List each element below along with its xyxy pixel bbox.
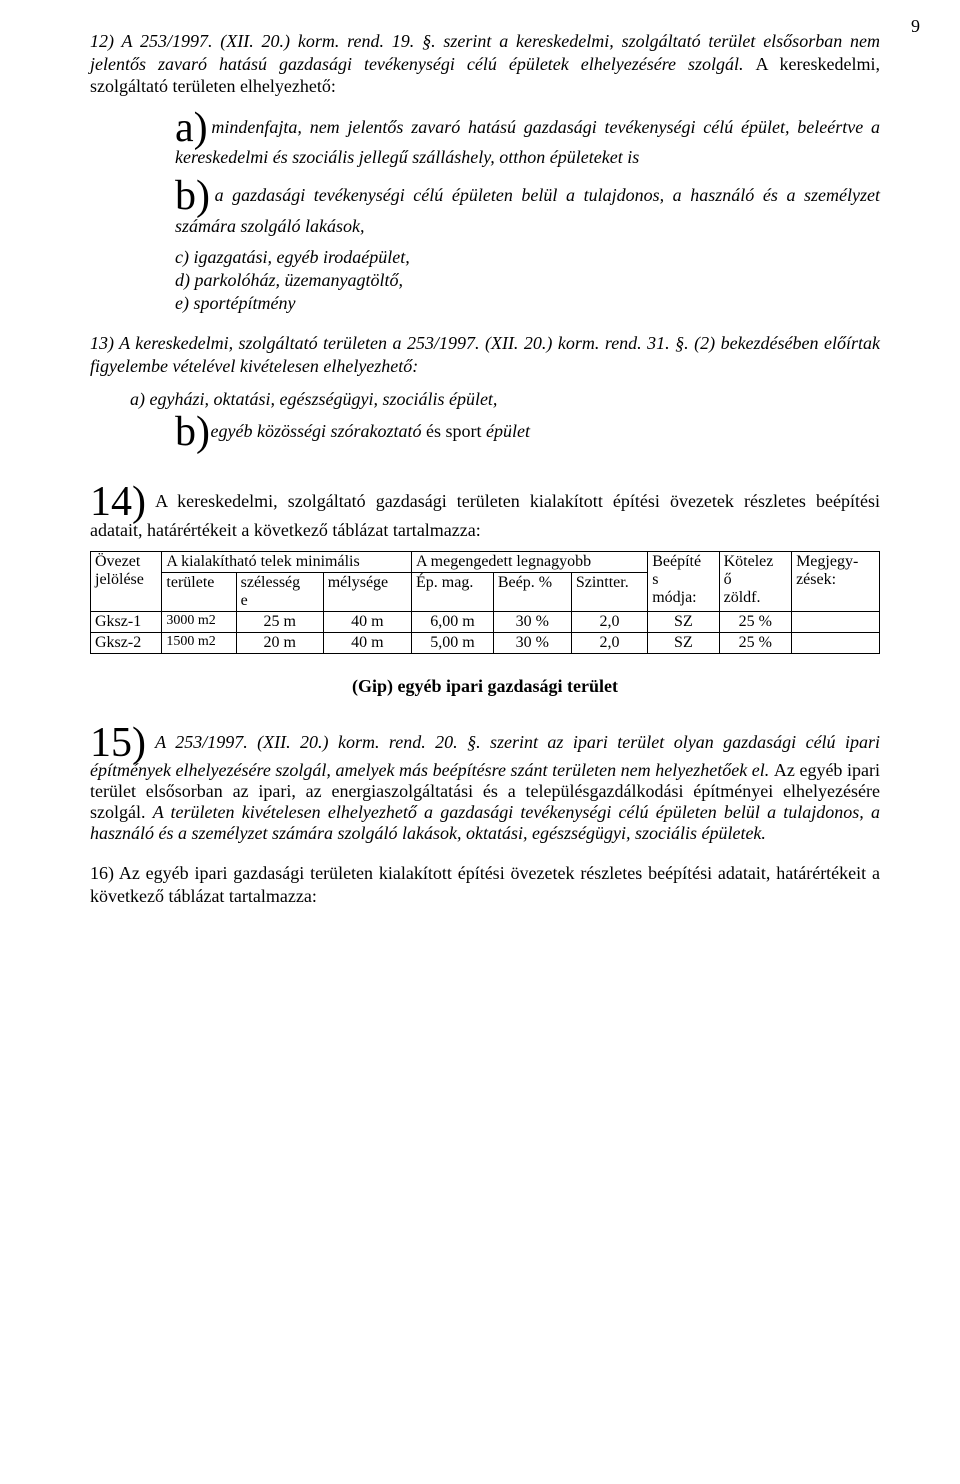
p16: 16) Az egyéb ipari gazdasági területen k… — [90, 862, 880, 907]
p12-a-text: mindenfajta, nem jelentős zavaró hatású … — [175, 117, 880, 168]
th-kot-b: ő — [724, 571, 732, 588]
cell-mod: SZ — [648, 632, 719, 653]
th-megj-b: zések: — [796, 571, 836, 588]
p14-text: A kereskedelmi, szolgáltató gazdasági te… — [90, 491, 880, 540]
th-megjegyzes: Megjegy- zések: — [792, 551, 880, 611]
th-beep-c: módja: — [652, 589, 696, 606]
cell-terulet: 3000 m2 — [162, 611, 236, 632]
cell-mely: 40 m — [323, 611, 411, 632]
th-kot-c: zöldf. — [724, 589, 761, 606]
p13-b-text1: egyéb közösségi szórakoztató — [211, 421, 426, 441]
zoning-table: Övezet jelölése A kialakítható telek min… — [90, 551, 880, 654]
cell-epmag: 6,00 m — [412, 611, 494, 632]
p13-b-block: b) egyéb közösségi szórakoztató és sport… — [155, 414, 880, 456]
cell-id: Gksz-1 — [91, 611, 162, 632]
p13-b-text2: és sport — [426, 421, 486, 441]
p12-b-letter: b) — [175, 178, 210, 216]
section-heading-gip: (Gip) egyéb ipari gazdasági terület — [90, 676, 880, 697]
th-melyseg: mélysége — [323, 572, 411, 611]
cell-mod: SZ — [648, 611, 719, 632]
th-beep-a: Beépíté — [652, 553, 701, 570]
th-szintter: Szintter. — [571, 572, 647, 611]
p12-b-text: a gazdasági tevékenységi célú épületen b… — [175, 185, 880, 236]
cell-zold: 25 % — [719, 632, 791, 653]
p15-num: 15) — [90, 727, 146, 761]
th-kotelezo: Kötelez ő zöldf. — [719, 551, 791, 611]
p12-item-e: e) sportépítmény — [175, 293, 880, 314]
p14-num: 14) — [90, 486, 146, 520]
th-szel-a: szélesség — [241, 574, 301, 591]
p12-a-letter: a) — [175, 110, 208, 148]
th-beep-b: s — [652, 571, 658, 588]
p12-item-d: d) parkolóház, üzemanyagtöltő, — [175, 270, 880, 291]
cell-terulet: 1500 m2 — [162, 632, 236, 653]
cell-szint: 2,0 — [571, 632, 647, 653]
p12-lead: 12) A 253/1997. (XII. 20.) korm. rend. 1… — [90, 30, 880, 98]
cell-epmag: 5,00 m — [412, 632, 494, 653]
table-row: Gksz-1 3000 m2 25 m 40 m 6,00 m 30 % 2,0… — [91, 611, 880, 632]
cell-megj — [792, 632, 880, 653]
th-ovezet-1: Övezet — [95, 553, 140, 570]
th-ovezet-2: jelölése — [95, 571, 144, 588]
cell-szel: 20 m — [236, 632, 323, 653]
cell-megj — [792, 611, 880, 632]
cell-mely: 40 m — [323, 632, 411, 653]
cell-szel: 25 m — [236, 611, 323, 632]
cell-szint: 2,0 — [571, 611, 647, 632]
p12-item-b: b) a gazdasági tevékenységi célú épülete… — [155, 178, 880, 237]
p13-lead: 13) A kereskedelmi, szolgáltató területe… — [90, 332, 880, 377]
cell-id: Gksz-2 — [91, 632, 162, 653]
cell-beep: 30 % — [493, 632, 571, 653]
th-ovezet: Övezet jelölése — [91, 551, 162, 611]
th-megj-a: Megjegy- — [796, 553, 858, 570]
th-terulet: területe — [162, 572, 236, 611]
p15: 15) A 253/1997. (XII. 20.) korm. rend. 2… — [90, 727, 880, 845]
p13-item-a: a) egyházi, oktatási, egészségügyi, szoc… — [130, 389, 880, 410]
th-kot-a: Kötelez — [724, 553, 774, 570]
p15-text3: A területen kivételesen elhelyezhető a g… — [90, 802, 880, 843]
table-header-row1: Övezet jelölése A kialakítható telek min… — [91, 551, 880, 572]
p13-item-b: b) egyéb közösségi szórakoztató és sport… — [155, 414, 880, 456]
cell-beep: 30 % — [493, 611, 571, 632]
th-megengedett: A megengedett legnagyobb — [412, 551, 648, 572]
p12-list: a) mindenfajta, nem jelentős zavaró hatá… — [155, 110, 880, 315]
p13-b-text3: épület — [486, 421, 530, 441]
th-epmag: Ép. mag. — [412, 572, 494, 611]
page-number: 9 — [911, 16, 920, 37]
document-page: 9 12) A 253/1997. (XII. 20.) korm. rend.… — [0, 0, 960, 1484]
p12-item-a: a) mindenfajta, nem jelentős zavaró hatá… — [155, 110, 880, 169]
p14: 14) A kereskedelmi, szolgáltató gazdaság… — [90, 486, 880, 541]
th-szel-b: e — [241, 592, 248, 609]
p12-item-c: c) igazgatási, egyéb irodaépület, — [175, 247, 880, 268]
p13-b-letter: b) — [175, 414, 210, 452]
th-beepites: Beépíté s módja: — [648, 551, 719, 611]
th-beepszaz: Beép. % — [493, 572, 571, 611]
table-row: Gksz-2 1500 m2 20 m 40 m 5,00 m 30 % 2,0… — [91, 632, 880, 653]
th-szelesseg: szélesség e — [236, 572, 323, 611]
th-kialakithato: A kialakítható telek minimális — [162, 551, 412, 572]
p15-text1: A 253/1997. (XII. 20.) korm. rend. 20. §… — [90, 732, 880, 781]
cell-zold: 25 % — [719, 611, 791, 632]
